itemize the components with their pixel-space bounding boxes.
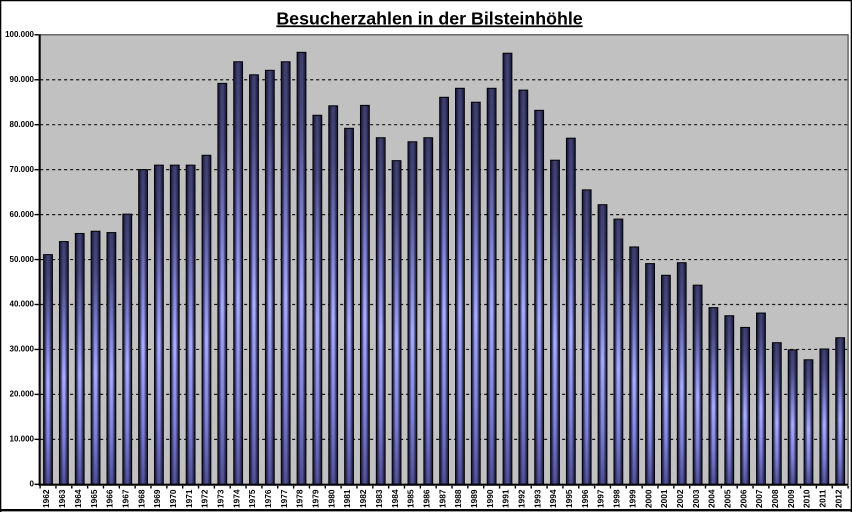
svg-text:1962: 1962 (41, 489, 51, 508)
svg-text:2002: 2002 (675, 489, 685, 508)
svg-text:1963: 1963 (57, 489, 67, 508)
svg-text:2009: 2009 (786, 489, 796, 508)
svg-text:1990: 1990 (485, 489, 495, 508)
svg-text:30.000: 30.000 (10, 345, 35, 354)
svg-text:2012: 2012 (833, 489, 843, 508)
svg-text:2000: 2000 (643, 489, 653, 508)
svg-text:2005: 2005 (722, 489, 732, 508)
svg-text:1982: 1982 (358, 489, 368, 508)
svg-text:2010: 2010 (802, 489, 812, 508)
svg-text:1993: 1993 (532, 489, 542, 508)
svg-text:10.000: 10.000 (10, 435, 35, 444)
svg-text:1967: 1967 (120, 489, 130, 508)
svg-text:1994: 1994 (548, 489, 558, 508)
svg-text:1976: 1976 (263, 489, 273, 508)
svg-text:1974: 1974 (231, 489, 241, 508)
svg-text:2006: 2006 (738, 489, 748, 508)
svg-text:1983: 1983 (374, 489, 384, 508)
svg-text:1972: 1972 (200, 489, 210, 508)
svg-text:1965: 1965 (89, 489, 99, 508)
svg-text:1966: 1966 (105, 489, 115, 508)
svg-text:1973: 1973 (216, 489, 226, 508)
svg-text:2007: 2007 (754, 489, 764, 508)
svg-text:1969: 1969 (152, 489, 162, 508)
svg-text:1998: 1998 (612, 489, 622, 508)
svg-text:1968: 1968 (136, 489, 146, 508)
svg-text:0: 0 (30, 480, 35, 489)
svg-text:1986: 1986 (421, 489, 431, 508)
svg-text:90.000: 90.000 (10, 75, 35, 84)
svg-text:2003: 2003 (691, 489, 701, 508)
svg-text:100.000: 100.000 (5, 30, 34, 39)
svg-text:1981: 1981 (342, 489, 352, 508)
svg-text:2004: 2004 (707, 489, 717, 508)
svg-text:1964: 1964 (73, 489, 83, 508)
svg-text:60.000: 60.000 (10, 210, 35, 219)
svg-text:1996: 1996 (580, 489, 590, 508)
svg-text:50.000: 50.000 (10, 255, 35, 264)
svg-text:1988: 1988 (453, 489, 463, 508)
svg-text:1989: 1989 (469, 489, 479, 508)
svg-text:1987: 1987 (437, 489, 447, 508)
svg-text:1997: 1997 (596, 489, 606, 508)
svg-text:2001: 2001 (659, 489, 669, 508)
svg-text:2011: 2011 (818, 489, 828, 507)
svg-text:Besucherzahlen in der Bilstein: Besucherzahlen in der Bilsteinhöhle (276, 8, 582, 28)
svg-text:1977: 1977 (279, 489, 289, 508)
svg-text:1978: 1978 (295, 489, 305, 508)
svg-text:1979: 1979 (311, 489, 321, 508)
svg-text:1999: 1999 (627, 489, 637, 508)
svg-text:1991: 1991 (501, 489, 511, 508)
svg-text:1980: 1980 (326, 489, 336, 508)
svg-text:80.000: 80.000 (10, 120, 35, 129)
svg-text:1971: 1971 (184, 489, 194, 508)
svg-text:1995: 1995 (564, 489, 574, 508)
svg-text:1985: 1985 (406, 489, 416, 508)
svg-text:40.000: 40.000 (10, 300, 35, 309)
svg-text:1975: 1975 (247, 489, 257, 508)
svg-text:1970: 1970 (168, 489, 178, 508)
svg-text:70.000: 70.000 (10, 165, 35, 174)
svg-text:2008: 2008 (770, 489, 780, 508)
svg-text:1992: 1992 (517, 489, 527, 508)
svg-text:1984: 1984 (390, 489, 400, 508)
svg-text:20.000: 20.000 (10, 390, 35, 399)
